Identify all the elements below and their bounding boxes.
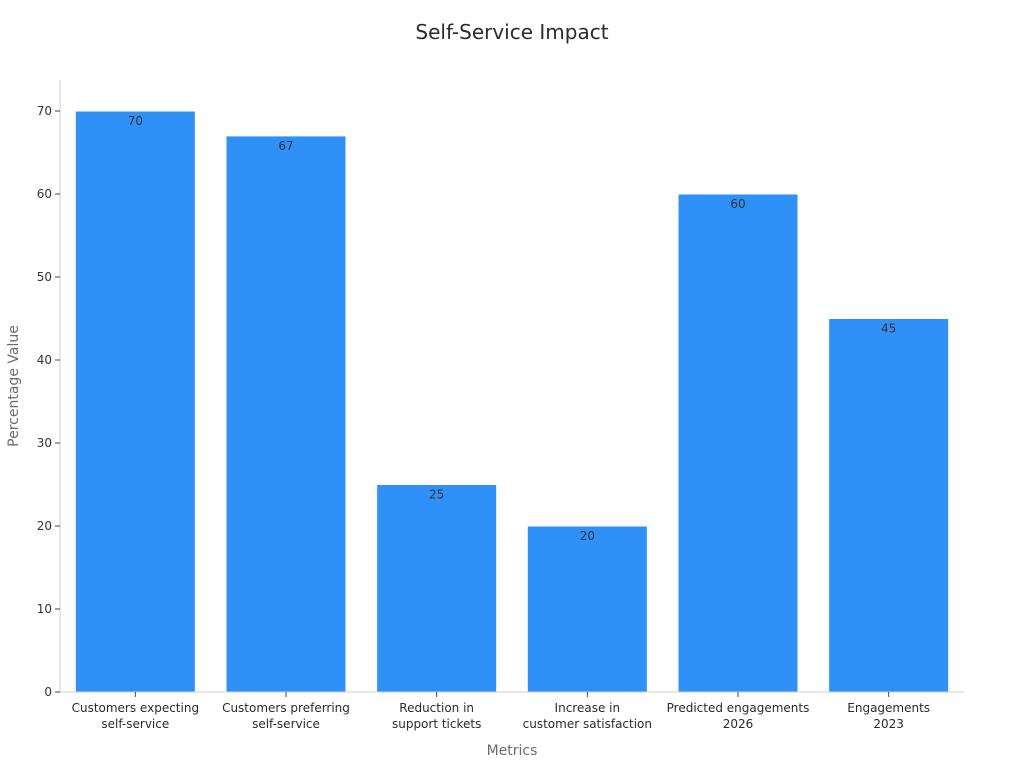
bar-value-label: 45: [881, 322, 896, 336]
y-tick-label: 60: [37, 187, 52, 201]
bar: [526, 525, 648, 693]
x-category-label: Engagements 2023: [847, 701, 930, 731]
y-tick-label: 30: [37, 436, 52, 450]
bar-value-label: 25: [429, 488, 444, 502]
y-tick-label: 20: [37, 519, 52, 533]
bar: [225, 135, 347, 693]
bar-value-label: 70: [128, 114, 143, 128]
chart-title: Self-Service Impact: [415, 20, 609, 44]
x-category-label: Customers preferring self-service: [222, 701, 350, 731]
bar-value-label: 67: [278, 139, 293, 153]
bar: [677, 193, 799, 693]
y-tick-label: 0: [44, 685, 52, 699]
bar: [376, 484, 498, 693]
x-axis-title: Metrics: [487, 743, 538, 759]
bar: [74, 110, 196, 693]
y-tick-label: 50: [37, 270, 52, 284]
y-tick-label: 10: [37, 602, 52, 616]
y-axis-title: Percentage Value: [6, 325, 22, 447]
x-category-label: Customers expecting self-service: [72, 701, 200, 731]
bar: [828, 318, 950, 693]
bar-value-label: 60: [730, 197, 745, 211]
y-tick-label: 70: [37, 104, 52, 118]
x-category-label: Predicted engagements 2026: [667, 701, 810, 731]
x-category-label: Reduction in support tickets: [392, 701, 481, 731]
x-category-label: Increase in customer satisfaction: [523, 701, 652, 731]
bar-value-label: 20: [580, 529, 595, 543]
y-tick-label: 40: [37, 353, 52, 367]
